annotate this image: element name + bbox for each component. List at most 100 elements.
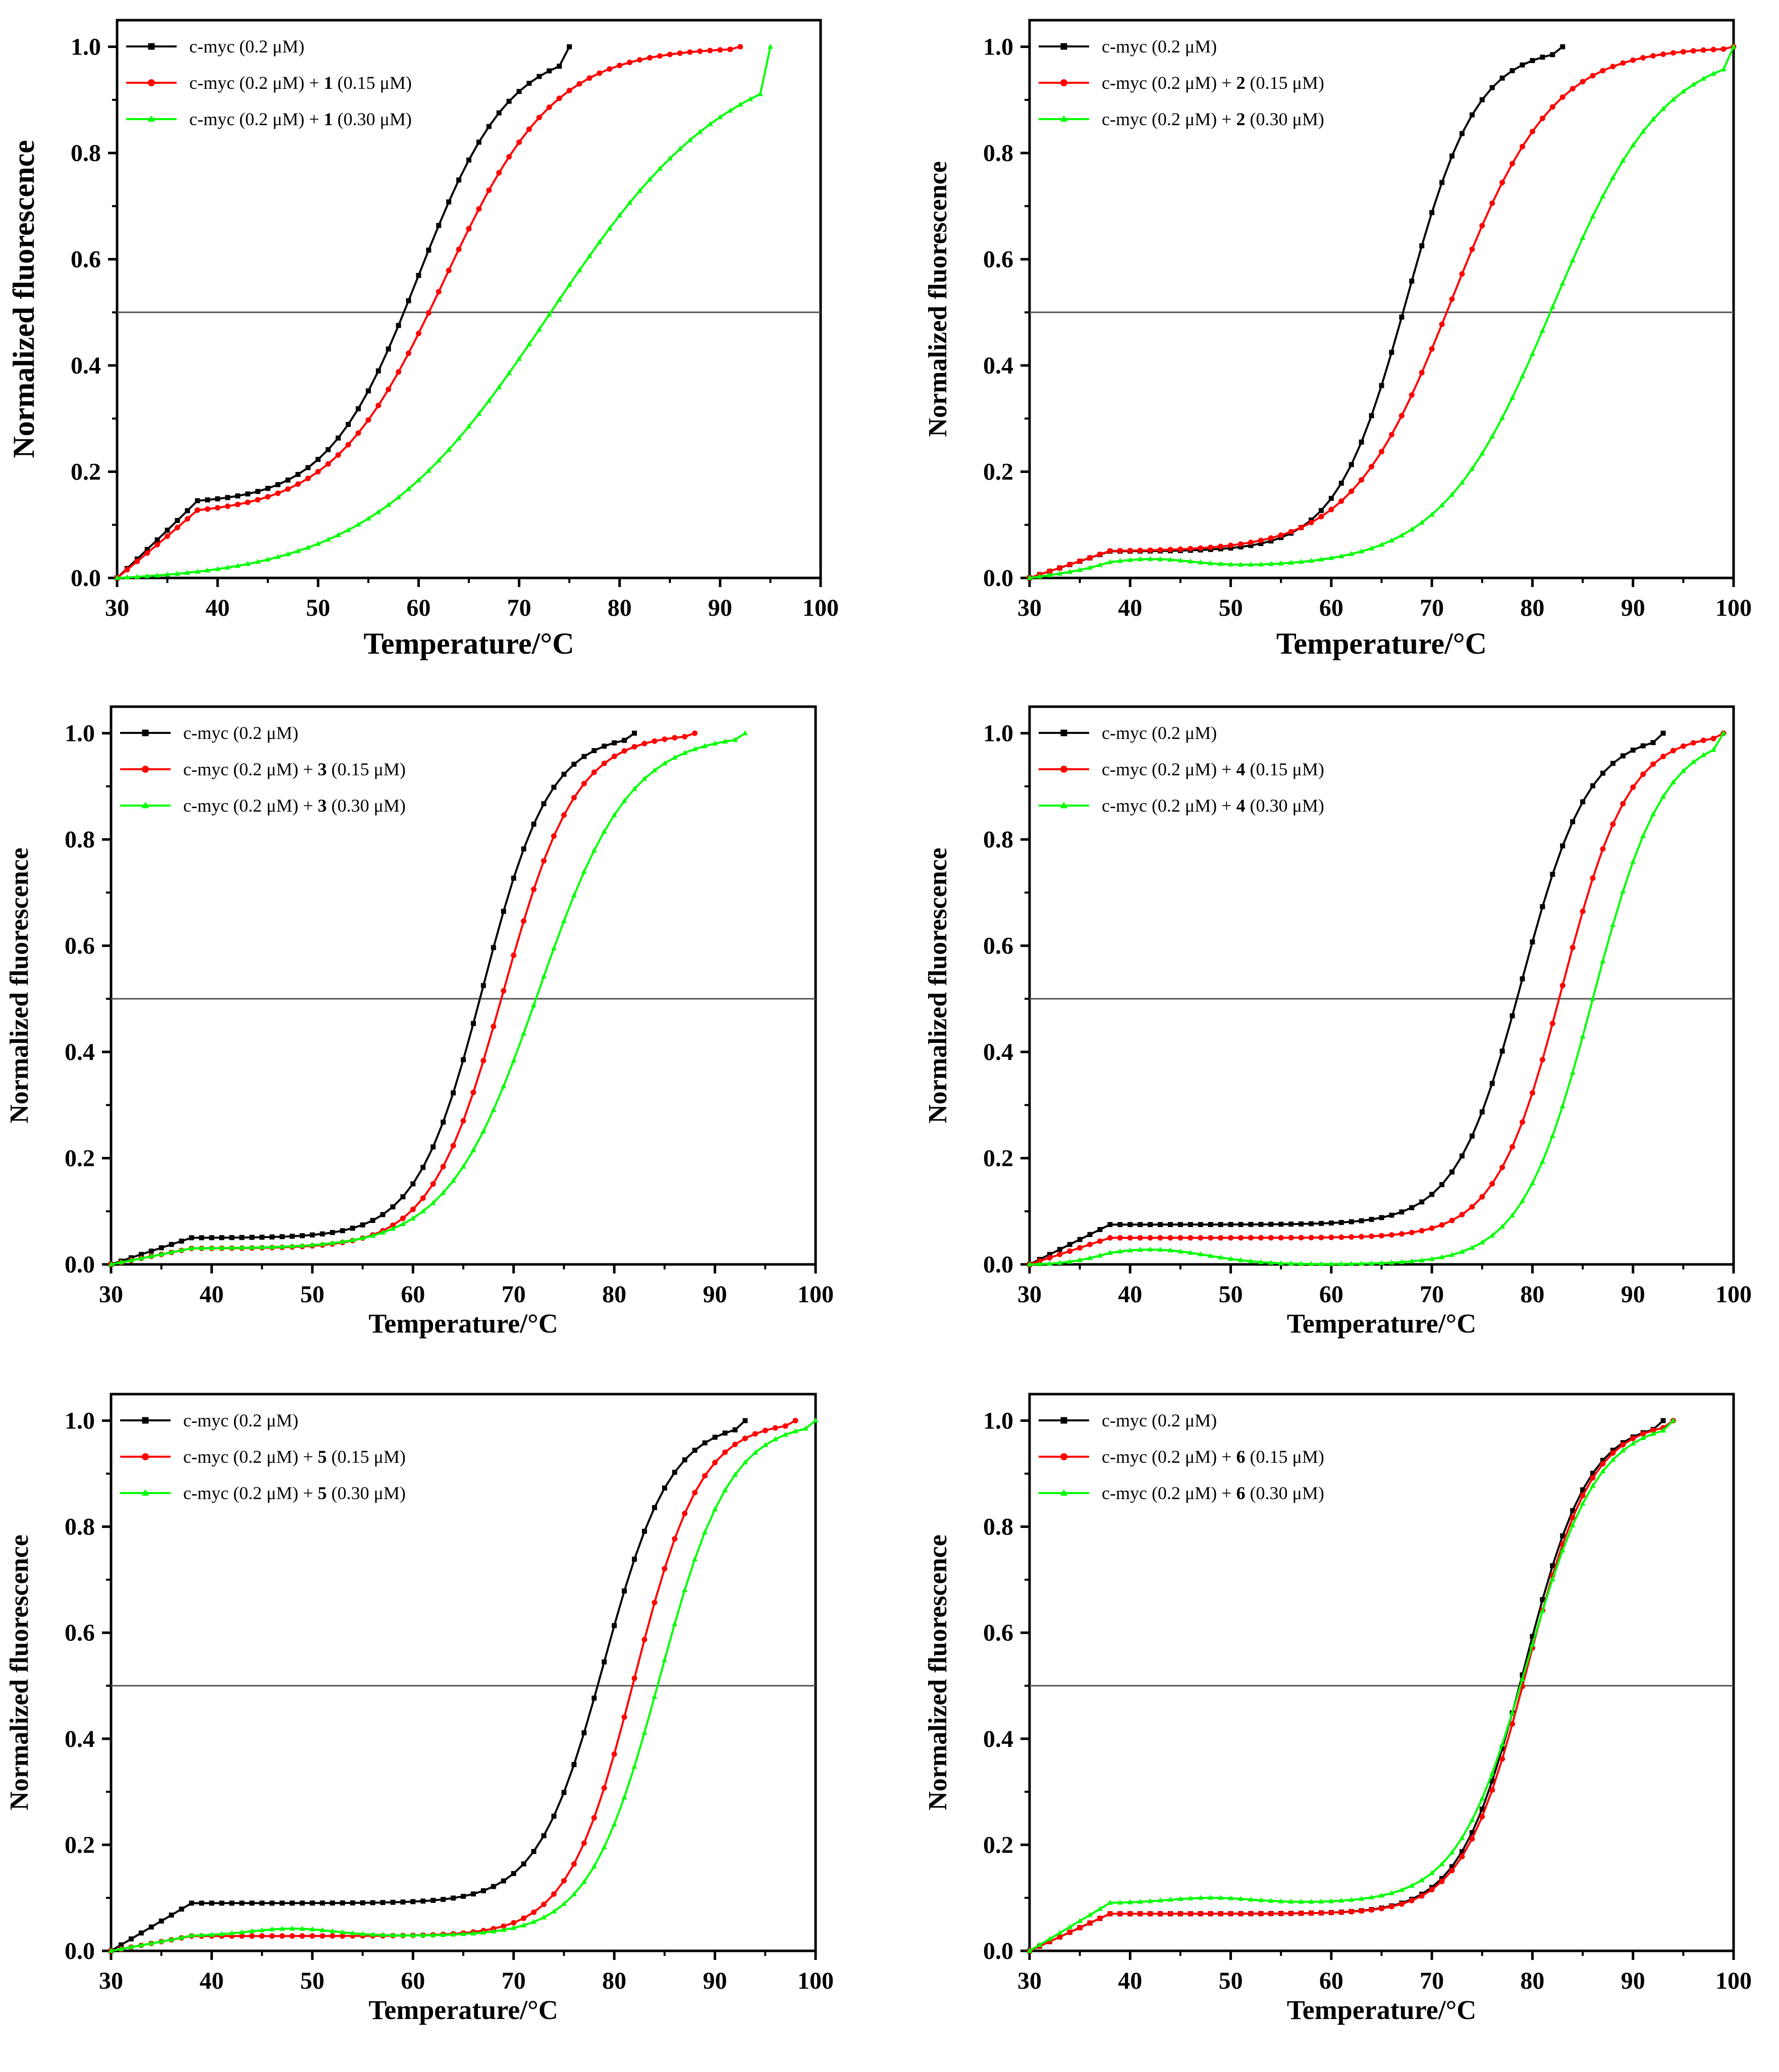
data-point <box>1690 759 1696 764</box>
data-point <box>1610 821 1616 827</box>
data-point <box>179 1934 185 1940</box>
data-point <box>225 503 231 509</box>
data-point <box>440 1190 446 1195</box>
data-point <box>441 1120 446 1125</box>
data-point <box>1499 414 1505 420</box>
legend-item: c-myc (0.2 μM) + 4 (0.15 μM) <box>1039 759 1324 779</box>
data-point <box>1610 761 1615 766</box>
data-point <box>722 1430 728 1436</box>
data-point <box>249 1244 255 1250</box>
data-point <box>1379 1233 1384 1239</box>
data-point <box>1489 1787 1495 1793</box>
data-point <box>1369 413 1374 418</box>
data-point <box>591 769 597 775</box>
data-point <box>144 573 150 578</box>
data-point <box>722 1449 728 1455</box>
data-point <box>697 48 703 55</box>
data-point <box>219 1900 225 1906</box>
legend-marker <box>1060 729 1067 736</box>
y-tick-label: 0.0 <box>983 565 1013 592</box>
data-point <box>1580 1033 1586 1039</box>
legend-marker <box>141 1489 149 1496</box>
data-point <box>1409 1882 1415 1888</box>
data-point <box>1198 1895 1204 1900</box>
data-point <box>319 1927 326 1933</box>
data-point <box>400 1932 406 1938</box>
data-point <box>1268 535 1274 541</box>
data-point <box>1047 1260 1053 1266</box>
data-point <box>280 1900 285 1906</box>
x-tick-label: 100 <box>797 1281 834 1308</box>
data-point <box>1469 1133 1475 1139</box>
data-point <box>386 386 392 392</box>
data-point <box>521 1030 527 1036</box>
data-point <box>1700 47 1706 53</box>
data-point <box>380 1212 386 1217</box>
chart-panel-top-right: 30 40 50 60 70 80 90 100 0.0 0.2 0.4 0.6 0.8 1.0 Tempe… <box>924 19 1752 660</box>
data-point <box>470 1089 476 1095</box>
series-line <box>1029 732 1664 1265</box>
legend-label-suffix: (0.30 μM) <box>1246 109 1324 129</box>
data-point <box>158 1245 164 1251</box>
data-point <box>1248 561 1254 567</box>
data-point <box>1469 1244 1475 1250</box>
data-point <box>360 1931 366 1936</box>
data-point <box>396 494 402 500</box>
data-point <box>556 296 562 302</box>
data-point <box>299 1933 305 1939</box>
data-point <box>702 743 708 749</box>
data-point <box>189 1235 194 1241</box>
data-point <box>309 1242 315 1247</box>
data-point <box>571 1762 577 1767</box>
data-point <box>255 489 260 494</box>
data-point <box>390 1223 396 1229</box>
data-point <box>1540 904 1545 910</box>
data-point <box>1529 129 1535 135</box>
plot-frame <box>1028 19 1735 579</box>
data-point <box>511 875 516 881</box>
data-point <box>1298 1235 1304 1241</box>
data-point <box>239 1900 245 1906</box>
data-point <box>1278 560 1284 566</box>
data-point <box>1459 1211 1465 1217</box>
x-tick-label: 70 <box>502 1968 526 1994</box>
data-point <box>299 1243 305 1248</box>
legend-label: c-myc (0.2 μM) + 6 (0.30 μM) <box>1102 1483 1324 1503</box>
data-point <box>1137 1246 1143 1252</box>
data-point <box>621 1794 627 1799</box>
data-point <box>1690 81 1696 87</box>
y-tick-label: 0.0 <box>65 1251 95 1278</box>
data-point <box>169 1912 174 1918</box>
data-point <box>1117 1899 1123 1905</box>
data-point <box>1610 1456 1616 1462</box>
data-point <box>1559 1103 1566 1108</box>
data-point <box>325 537 331 542</box>
data-point <box>1057 1930 1063 1935</box>
data-point <box>1489 1181 1495 1187</box>
data-point <box>1620 753 1626 759</box>
legend-item: c-myc (0.2 μM) + 4 (0.30 μM) <box>1039 795 1324 816</box>
data-point <box>1359 1218 1364 1224</box>
data-point <box>1600 1468 1606 1473</box>
data-point <box>762 1442 768 1447</box>
data-point <box>1590 73 1596 79</box>
series-3 <box>108 1417 819 1953</box>
legend-label-compound: 6 <box>1236 1483 1246 1503</box>
data-point <box>1379 383 1384 388</box>
data-point <box>541 858 547 864</box>
data-point <box>1087 1920 1093 1926</box>
data-point <box>410 1181 416 1187</box>
x-tick-label: 90 <box>1621 1281 1645 1308</box>
data-point <box>1248 540 1254 546</box>
legend-item: c-myc (0.2 μM) + 1 (0.30 μM) <box>126 109 412 129</box>
data-point <box>179 1247 185 1253</box>
data-point <box>410 1206 416 1212</box>
data-point <box>1057 1259 1063 1265</box>
y-tick-label: 0.2 <box>983 1832 1013 1858</box>
chart-panel-top-left: 30 40 50 60 70 80 90 100 0.0 0.2 0.4 0.6 0.8 1.0 Tempe… <box>7 19 839 660</box>
data-point <box>1539 1158 1545 1164</box>
data-point <box>295 471 301 477</box>
data-point <box>591 1815 597 1821</box>
data-point <box>1499 75 1505 81</box>
data-point <box>1158 1222 1163 1228</box>
